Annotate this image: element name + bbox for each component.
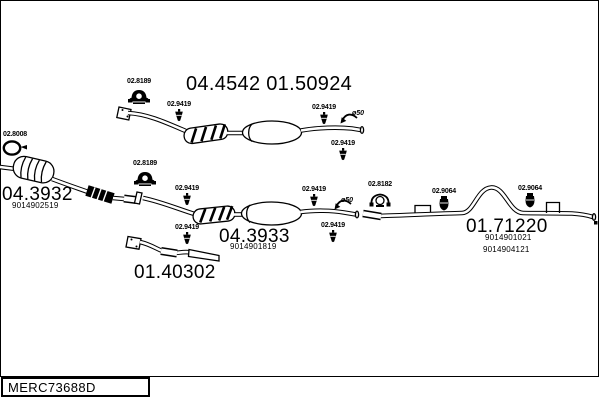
mid-catalyst [192, 205, 236, 225]
pipe-bracket [414, 204, 432, 213]
rubber-hanger-icon [328, 230, 338, 243]
top-assembly-drawing [116, 106, 365, 145]
rubber-hanger-icon [182, 232, 192, 245]
middle-assembly-drawing [0, 155, 598, 226]
fitting-code: 02.9419 [167, 101, 191, 108]
rubber-hanger-icon [309, 194, 319, 207]
oe-number-center-muffler: 9014901819 [230, 242, 277, 251]
flex-braid [85, 185, 115, 204]
part-number-top-assembly[interactable]: 04.4542 01.50924 [186, 73, 353, 95]
rubber-hanger-icon [182, 193, 192, 206]
bolt-hanger-icon [525, 193, 535, 208]
front-pipe-flange [125, 235, 142, 250]
pipe-bracket [545, 201, 561, 213]
part-number-center-muffler[interactable]: 04.3933 [219, 226, 290, 247]
mount-bracket-icon [128, 89, 150, 104]
fitting-mount-bracket[interactable]: 02.8189 [128, 160, 162, 186]
oe-number-rear-pipe-2: 9014904121 [483, 245, 530, 254]
mid-flange [133, 191, 143, 205]
fitting-rubber-hanger[interactable]: 02.9419 [162, 101, 196, 122]
fitting-pipe-clamp[interactable]: 02.8182 [363, 181, 397, 207]
fitting-code: 02.9419 [302, 186, 326, 193]
diagram-border [0, 0, 599, 377]
front-pipe-flat-end [187, 248, 220, 262]
exhaust-diagram-artwork [0, 106, 598, 262]
fitting-gasket-ring[interactable]: 02.8008 [0, 131, 32, 156]
part-number-front-pipe[interactable]: 01.40302 [134, 262, 216, 283]
fitting-rubber-hanger[interactable]: 02.9419 [326, 140, 360, 161]
fitting-code: 02.9419 [321, 222, 345, 229]
fitting-rubber-hanger[interactable]: 02.9419 [170, 224, 204, 245]
drawing-code-box: MERC73688D [1, 377, 150, 397]
fitting-code: 02.8189 [133, 160, 157, 167]
fitting-bolt-hanger[interactable]: 02.9064 [513, 185, 547, 208]
fitting-code: 02.9419 [175, 185, 199, 192]
pipe-diameter-annotation: ø50 [341, 197, 354, 204]
oe-number-rear-pipe-1: 9014901021 [485, 233, 532, 242]
fitting-mount-bracket[interactable]: 02.8189 [122, 78, 156, 104]
part-number-rear-pipe[interactable]: 01.71220 [466, 216, 548, 237]
fitting-code: 02.8182 [368, 181, 392, 188]
mount-bracket-icon [134, 171, 156, 186]
center-muffler-body [240, 201, 303, 226]
rubber-hanger-icon [319, 112, 329, 125]
fitting-rubber-hanger[interactable]: 02.9419 [170, 185, 204, 206]
fitting-rubber-hanger[interactable]: 02.9419 [297, 186, 331, 207]
rubber-hanger-icon [338, 148, 348, 161]
fitting-code: 02.9064 [432, 188, 456, 195]
front-catalyst-body [12, 155, 55, 184]
fitting-rubber-hanger[interactable]: 02.9419 [316, 222, 350, 243]
fitting-code: 02.9419 [175, 224, 199, 231]
drawing-code: MERC73688D [8, 379, 96, 395]
gasket-ring-icon [2, 140, 28, 156]
top-catalyst [183, 123, 229, 145]
pipe-clamp-icon [369, 193, 391, 207]
fitting-code: 02.9419 [312, 104, 336, 111]
fitting-bolt-hanger[interactable]: 02.9064 [427, 188, 461, 211]
fitting-code: 02.8189 [127, 78, 151, 85]
part-number-front-catalyst[interactable]: 04.3932 [2, 184, 73, 205]
fitting-code: 02.9419 [331, 140, 355, 147]
fitting-code: 02.8008 [3, 131, 27, 138]
fitting-code: 02.9064 [518, 185, 542, 192]
rubber-hanger-icon [174, 109, 184, 122]
pipe-diameter-annotation: ø50 [352, 110, 365, 117]
oe-number-front-catalyst: 9014902519 [12, 201, 59, 210]
bolt-hanger-icon [439, 196, 449, 211]
top-tailpipe-end [359, 125, 365, 135]
fitting-rubber-hanger[interactable]: 02.9419 [307, 104, 341, 125]
front-pipe-drawing [125, 235, 220, 262]
